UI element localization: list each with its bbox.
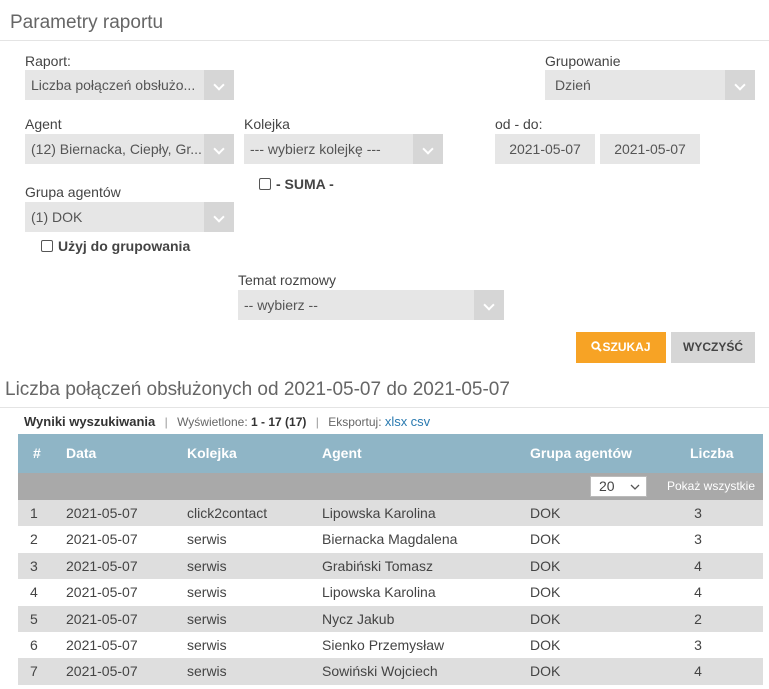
column-header: Kolejka [187, 445, 237, 461]
table-cell: 2021-05-07 [66, 531, 138, 548]
export-link[interactable]: csv [410, 414, 431, 429]
sum-checkbox[interactable]: - SUMA - [259, 176, 334, 192]
table-cell: 2021-05-07 [66, 637, 138, 653]
export-link[interactable]: xlsx [384, 414, 408, 429]
table-row: 3 2021-05-07 serwis Grabiński Tomasz DOK 4 [18, 552, 763, 580]
checkbox[interactable] [41, 240, 53, 252]
checkbox-label: Użyj do grupowania [58, 238, 191, 254]
shown-value: 1 - 17 (17) [251, 415, 307, 429]
checkbox[interactable] [259, 178, 271, 190]
column-header: Agent [322, 445, 362, 461]
table-cell: 4 [694, 557, 702, 574]
divider [0, 40, 769, 41]
table-cell: Lipowska Karolina [322, 584, 436, 601]
table-cell: 7 [30, 663, 38, 680]
table-cell: Nycz Jakub [322, 610, 395, 627]
table-cell: DOK [530, 505, 561, 521]
table-cell: Sowiński Wojciech [322, 663, 438, 680]
table-cell: 2021-05-07 [66, 505, 138, 521]
divider [0, 407, 769, 408]
show-all-link[interactable]: Pokaż wszystkie [667, 479, 756, 493]
table-cell: Biernacka Magdalena [322, 531, 458, 548]
table-cell: 2021-05-07 [66, 584, 138, 601]
table-cell: DOK [530, 637, 561, 653]
button-label: SZUKAJ [602, 340, 651, 354]
table-cell: serwis [187, 584, 227, 601]
table-cell: 2 [694, 610, 702, 627]
table-row: 7 2021-05-07 serwis Sowiński Wojciech DOK 4 [18, 658, 763, 685]
use-grouping-checkbox[interactable]: Użyj do grupowania [41, 238, 190, 254]
table-cell: serwis [187, 663, 227, 680]
table-cell: DOK [530, 584, 561, 601]
field-label: Agent [25, 116, 62, 132]
table-cell: 5 [30, 610, 38, 627]
table-cell: 3 [694, 505, 702, 521]
search-icon [591, 341, 603, 352]
table-cell: 2021-05-07 [66, 610, 138, 627]
search-button[interactable]: SZUKAJ [576, 332, 666, 363]
table-cell: DOK [530, 557, 561, 574]
column-header: Data [66, 445, 97, 461]
queue-select[interactable]: --- wybierz kolejkę --- [244, 134, 443, 164]
table-cell: 3 [30, 557, 38, 574]
report-select[interactable]: Liczba połączeń obsłużo... [25, 70, 234, 100]
table-row: 2 2021-05-07 serwis Biernacka Magdalena DOK 3 [18, 526, 763, 553]
table-cell: serwis [187, 531, 227, 548]
table-cell: DOK [530, 531, 561, 548]
grouping-select[interactable]: Dzień [545, 70, 755, 100]
toolbar-label: Wyniki wyszukiwania [24, 414, 156, 429]
results-title: Liczba połączeń obsłużonych od 2021-05-0… [5, 379, 510, 400]
table-filter-row: 20 Pokaż wszystkie [18, 473, 763, 500]
shown-label: Wyświetlone: [177, 415, 248, 429]
page-size: 20 [599, 478, 615, 494]
table-cell: 3 [694, 637, 702, 653]
table-cell: 4 [694, 584, 702, 601]
table-cell: serwis [187, 610, 227, 627]
table-row: 1 2021-05-07 click2contact Lipowska Karolin… [18, 500, 763, 527]
field-label: Grupowanie [545, 53, 621, 69]
column-header: Grupa agentów [530, 445, 632, 461]
section-title: Parametry raportu [10, 12, 164, 33]
table-cell: Sienko Przemysław [322, 637, 445, 653]
table-cell: 2021-05-07 [66, 663, 138, 680]
export-label: Eksportuj: [328, 415, 382, 429]
page-size-select[interactable]: 20 [590, 476, 647, 497]
table-cell: 3 [694, 531, 702, 548]
results-toolbar: Wyniki wyszukiwania | Wyświetlone: 1 - 1… [24, 414, 431, 429]
table-cell: DOK [530, 610, 561, 627]
table-cell: DOK [530, 663, 561, 680]
column-header: # [33, 445, 41, 461]
table-cell: 6 [30, 637, 38, 653]
agent-select[interactable]: (12) Biernacka, Ciepły, Gr... [25, 134, 234, 164]
table-cell: serwis [187, 557, 227, 574]
chevron [630, 484, 640, 490]
agent-group-select[interactable]: (1) DOK [25, 202, 234, 232]
field-label: od - do: [495, 116, 543, 132]
table-row: 6 2021-05-07 serwis Sienko Przemysław DOK 3 [18, 632, 763, 659]
table-cell: 2 [30, 531, 38, 548]
column-header: Liczba [690, 445, 734, 461]
table-cell: 1 [30, 505, 38, 521]
checkbox-label: - SUMA - [276, 176, 334, 192]
date-from[interactable]: 2021-05-07 [495, 134, 595, 164]
table-cell: 2021-05-07 [66, 557, 138, 574]
table-cell: 4 [694, 663, 702, 680]
field-label: Temat rozmowy [238, 272, 337, 288]
field-label: Raport: [25, 53, 71, 69]
field-label: Kolejka [244, 116, 290, 132]
table-cell: Grabiński Tomasz [322, 557, 434, 574]
table-cell: 4 [30, 584, 38, 601]
table-cell: Lipowska Karolina [322, 505, 436, 521]
table-header: # Data Kolejka Agent Grupa agentów Liczba [18, 434, 763, 473]
table-row: 4 2021-05-07 serwis Lipowska Karolina DOK 4 [18, 579, 763, 606]
topic-select[interactable]: -- wybierz -- [238, 290, 504, 320]
table-cell: serwis [187, 637, 227, 653]
table-cell: click2contact [187, 505, 268, 521]
table-row: 5 2021-05-07 serwis Nycz Jakub DOK 2 [18, 605, 763, 632]
field-label: Grupa agentów [25, 184, 121, 200]
date-to[interactable]: 2021-05-07 [600, 134, 700, 164]
clear-button[interactable]: WYCZYŚĆ [671, 332, 755, 363]
